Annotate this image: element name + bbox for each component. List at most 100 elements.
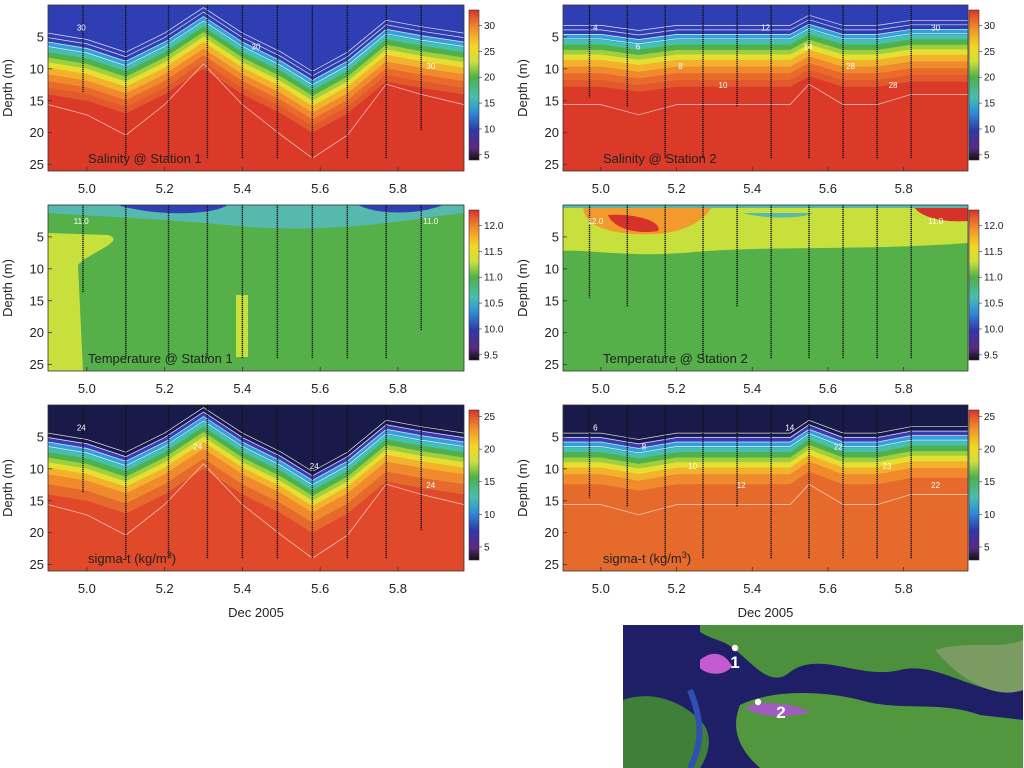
map-tidal-flat-1 bbox=[700, 653, 732, 674]
x-tick-label: 5.4 bbox=[233, 181, 251, 196]
x-tick-label: 5.0 bbox=[592, 581, 610, 596]
station-2-marker bbox=[754, 698, 762, 706]
colorbar-tick-label: 11.0 bbox=[484, 273, 503, 284]
colorbar-tick-label: 15 bbox=[484, 99, 496, 110]
panel-temperature-station-1: 5 10 15 20 25 5.0 5.2 5.4 5.6 5.8 Depth (m) Tempera… bbox=[0, 204, 504, 396]
colorbar-tick-label: 10.0 bbox=[984, 324, 1004, 335]
y-tick-label: 5 bbox=[37, 229, 44, 244]
y-tick-label: 15 bbox=[30, 93, 44, 108]
contour-label: 24 bbox=[193, 443, 202, 452]
colorbar-tick-label: 25 bbox=[984, 412, 996, 423]
x-tick-label: 5.4 bbox=[743, 181, 761, 196]
colorbar bbox=[968, 9, 980, 161]
panel-annotation: sigma-t (kg/m3) bbox=[88, 550, 176, 566]
y-tick-label: 10 bbox=[30, 61, 44, 76]
colorbar bbox=[468, 209, 480, 361]
colorbar-tick-label: 12.0 bbox=[984, 221, 1004, 232]
colorbar-tick-label: 30 bbox=[984, 21, 996, 32]
contour-label: 6 bbox=[636, 43, 641, 52]
contour-label: 10 bbox=[719, 81, 728, 90]
y-axis-label: Depth (m) bbox=[0, 259, 15, 317]
y-tick-label: 25 bbox=[545, 357, 559, 372]
x-tick-label: 5.0 bbox=[592, 181, 610, 196]
contour-line bbox=[48, 11, 464, 77]
y-tick-label: 25 bbox=[30, 557, 44, 572]
plot-area bbox=[563, 405, 968, 571]
contour-line bbox=[48, 20, 464, 86]
contour-label: 30 bbox=[77, 24, 86, 33]
plot-frame bbox=[562, 4, 969, 172]
y-tick-label: 25 bbox=[30, 157, 44, 172]
colorbar-tick-label: 9.5 bbox=[984, 350, 998, 361]
contour-label: 8 bbox=[678, 62, 683, 71]
contour-line bbox=[48, 7, 464, 72]
contour-label: 11.0 bbox=[928, 217, 944, 226]
warm-core-2 bbox=[913, 205, 968, 222]
colorbar-tick-label: 15 bbox=[984, 477, 996, 488]
x-tick-label: 5.0 bbox=[592, 381, 610, 396]
y-tick-label: 10 bbox=[545, 261, 559, 276]
station-2-label: 2 bbox=[776, 703, 785, 722]
contour-line bbox=[563, 433, 968, 454]
x-tick-label: 5.2 bbox=[156, 181, 174, 196]
x-tick-label: 5.2 bbox=[156, 581, 174, 596]
colorbar bbox=[468, 409, 480, 561]
colorbar-tick-label: 5 bbox=[984, 150, 990, 161]
field-band bbox=[48, 5, 464, 81]
y-tick-label: 25 bbox=[545, 157, 559, 172]
contour-label: 14 bbox=[785, 424, 794, 433]
panel-sigma-t-station-1: 5 10 15 20 25 5.0 5.2 5.4 5.6 5.8 Depth (m) Dec 200… bbox=[0, 404, 496, 620]
y-tick-label: 10 bbox=[545, 461, 559, 476]
y-tick-label: 15 bbox=[30, 493, 44, 508]
surface-strip bbox=[563, 205, 968, 208]
cool-pocket bbox=[743, 213, 813, 218]
colorbar-tick-label: 10.0 bbox=[484, 324, 504, 335]
x-tick-label: 5.4 bbox=[233, 581, 251, 596]
panel-salinity-station-1: 5 10 15 20 25 5.0 5.2 5.4 5.6 5.8 Depth (m) Salinit… bbox=[0, 4, 496, 196]
plot-frame bbox=[47, 204, 465, 372]
y-tick-label: 10 bbox=[30, 261, 44, 276]
field-background bbox=[48, 205, 464, 371]
colorbar-tick-label: 15 bbox=[484, 477, 496, 488]
contour-line bbox=[48, 16, 464, 81]
warm-core-1 bbox=[583, 205, 713, 235]
plot-frame bbox=[562, 404, 969, 572]
contour-line bbox=[48, 420, 464, 486]
station-map: 1 2 bbox=[623, 625, 1023, 768]
y-tick-label: 20 bbox=[545, 125, 559, 140]
plot-frame bbox=[562, 204, 969, 372]
colorbar-tick-label: 20 bbox=[484, 445, 496, 456]
colorbar-tick-label: 10 bbox=[984, 124, 996, 135]
contour-label: 12 bbox=[761, 24, 770, 33]
contour-label: 28 bbox=[889, 81, 898, 90]
colorbar-tick-label: 20 bbox=[484, 73, 496, 84]
map-land-north bbox=[700, 625, 1023, 692]
warm-core-hot bbox=[608, 214, 659, 233]
y-axis-label: Depth (m) bbox=[0, 59, 15, 117]
colorbar-tick-label: 10.5 bbox=[484, 299, 504, 310]
contour-label: 28 bbox=[846, 62, 855, 71]
cold-surface-2 bbox=[358, 205, 443, 213]
map-river-channel bbox=[687, 688, 703, 768]
colorbar-tick-label: 12.0 bbox=[484, 221, 504, 232]
contour-label: 30 bbox=[426, 62, 435, 71]
x-tick-label: 5.2 bbox=[156, 381, 174, 396]
x-tick-label: 5.8 bbox=[895, 581, 913, 596]
y-tick-label: 25 bbox=[30, 357, 44, 372]
y-tick-label: 15 bbox=[30, 293, 44, 308]
x-tick-label: 5.6 bbox=[311, 381, 329, 396]
y-tick-label: 20 bbox=[545, 325, 559, 340]
plot-frame bbox=[47, 4, 465, 172]
station-1-label: 1 bbox=[730, 653, 739, 672]
warm-patch bbox=[48, 233, 114, 371]
x-tick-label: 5.0 bbox=[78, 581, 96, 596]
colorbar-tick-label: 10.5 bbox=[984, 299, 1004, 310]
plot-area bbox=[563, 205, 968, 371]
x-tick-label: 5.0 bbox=[78, 181, 96, 196]
x-tick-label: 5.0 bbox=[78, 381, 96, 396]
panel-salinity-station-2: 5 10 15 20 25 5.0 5.2 5.4 5.6 5.8 Depth (m) Salinit… bbox=[515, 4, 996, 196]
y-tick-label: 10 bbox=[30, 461, 44, 476]
y-axis-label: Depth (m) bbox=[515, 59, 530, 117]
plot-area bbox=[563, 5, 968, 171]
contour-line-deep bbox=[563, 483, 968, 516]
